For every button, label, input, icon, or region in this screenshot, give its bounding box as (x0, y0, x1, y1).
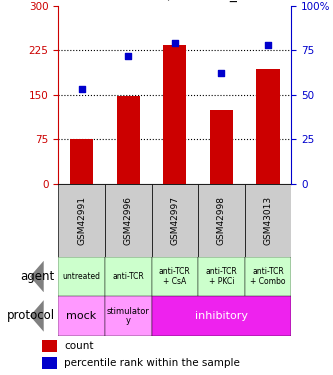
Bar (58, 296, 105, 336)
Text: percentile rank within the sample: percentile rank within the sample (64, 358, 240, 368)
Point (219, 70, 224, 76)
Text: anti-TCR: anti-TCR (112, 272, 144, 281)
Bar (198, 184, 245, 257)
Title: GDS1336 / 101581_at: GDS1336 / 101581_at (98, 0, 251, 2)
Bar (117, 96, 140, 184)
Text: anti-TCR
+ CsA: anti-TCR + CsA (159, 267, 191, 286)
Bar (42, 340, 57, 352)
Bar (152, 257, 198, 296)
Bar (105, 184, 152, 257)
Text: protocol: protocol (7, 309, 55, 322)
Bar (198, 257, 245, 296)
Bar (58, 184, 105, 257)
Text: anti-TCR
+ Combo: anti-TCR + Combo (250, 267, 286, 286)
Polygon shape (30, 261, 44, 292)
Text: GSM42991: GSM42991 (77, 196, 86, 245)
Polygon shape (30, 300, 44, 332)
Point (126, 53, 131, 58)
Text: agent: agent (21, 270, 55, 283)
Text: GSM43013: GSM43013 (263, 196, 273, 245)
Point (79, 86, 84, 92)
Bar (70, 139, 93, 184)
Bar (152, 296, 291, 336)
Bar (210, 110, 233, 184)
Text: GSM42998: GSM42998 (217, 196, 226, 245)
Point (172, 40, 177, 46)
Text: inhibitory: inhibitory (195, 311, 248, 321)
Point (265, 42, 271, 48)
Text: anti-TCR
+ PKCi: anti-TCR + PKCi (205, 267, 237, 286)
Text: untreated: untreated (63, 272, 101, 281)
Bar (256, 69, 280, 184)
Bar (105, 257, 152, 296)
Bar (58, 257, 105, 296)
Text: stimulator
y: stimulator y (107, 307, 150, 325)
Bar (245, 184, 291, 257)
Bar (163, 45, 186, 184)
Text: count: count (64, 341, 94, 351)
Bar (105, 296, 152, 336)
Text: GSM42997: GSM42997 (170, 196, 179, 245)
Bar (245, 257, 291, 296)
Bar (152, 184, 198, 257)
Bar (42, 357, 57, 369)
Text: mock: mock (67, 311, 97, 321)
Text: GSM42996: GSM42996 (124, 196, 133, 245)
